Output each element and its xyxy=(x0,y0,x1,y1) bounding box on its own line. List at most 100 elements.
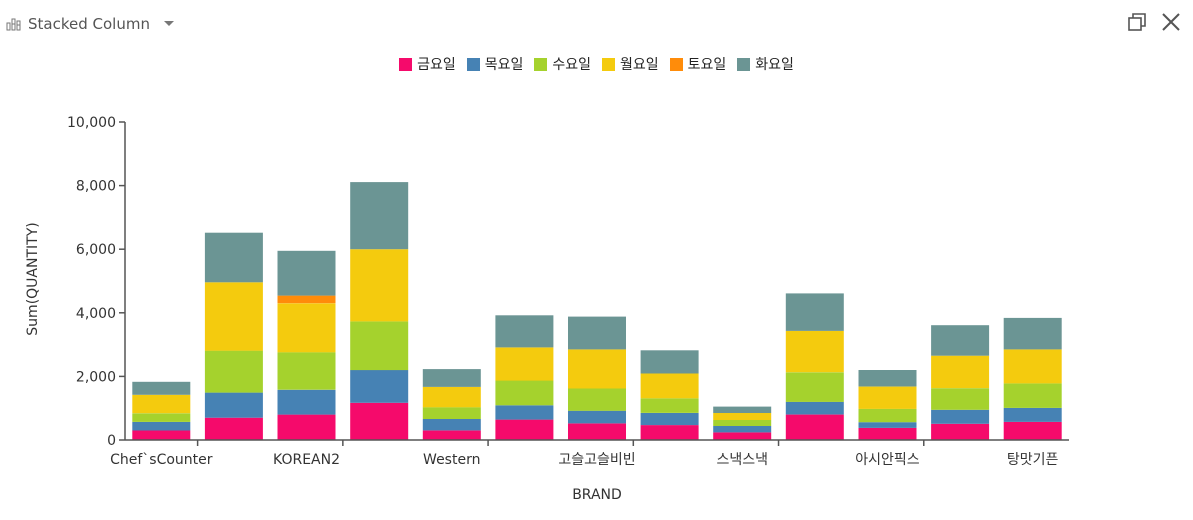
bar-segment[interactable] xyxy=(713,420,772,426)
bar-segment[interactable] xyxy=(568,316,626,350)
bar-segment[interactable] xyxy=(277,389,336,415)
bar-segment[interactable] xyxy=(568,349,626,389)
x-tick-label: 스낵스낵 xyxy=(716,452,768,468)
caret-down-icon xyxy=(163,21,174,27)
x-tick-label: KOREAN2 xyxy=(273,452,340,468)
bar-segment[interactable] xyxy=(495,380,554,406)
y-axis-title: Sum(QUANTITY) xyxy=(25,222,41,335)
bar-segment[interactable] xyxy=(931,409,990,424)
legend-item[interactable]: 목요일 xyxy=(466,54,524,74)
y-tick-label: 0 xyxy=(107,433,116,449)
bar-segment[interactable] xyxy=(422,419,481,431)
bar-segment[interactable] xyxy=(640,425,699,440)
bar-segment[interactable] xyxy=(1003,349,1062,384)
x-tick-label: 탕맛기픈 xyxy=(1007,452,1059,468)
bar-segment[interactable] xyxy=(204,417,263,440)
bar-segment[interactable] xyxy=(422,386,481,408)
bar-segment[interactable] xyxy=(785,372,844,402)
bar-segment[interactable] xyxy=(132,421,191,431)
bar-segment[interactable] xyxy=(931,423,990,440)
bar-segment[interactable] xyxy=(132,413,191,422)
legend-swatch xyxy=(602,57,615,71)
bar-segment[interactable] xyxy=(495,405,554,420)
maximize-button[interactable] xyxy=(1125,10,1149,34)
bar-segment[interactable] xyxy=(931,325,990,356)
chart-legend: 금요일 목요일 수요일 월요일 토요일 화요일 xyxy=(0,54,1193,74)
bar-segment[interactable] xyxy=(350,370,409,403)
legend-label: 월요일 xyxy=(620,57,659,73)
bar-segment[interactable] xyxy=(132,381,191,395)
bar-segment[interactable] xyxy=(640,373,699,399)
bar-segment[interactable] xyxy=(640,350,699,374)
bar-segment[interactable] xyxy=(350,402,409,440)
x-axis-title: BRAND xyxy=(572,487,622,503)
bar-segment[interactable] xyxy=(858,422,917,428)
bar-segment[interactable] xyxy=(785,293,844,331)
bar-segment[interactable] xyxy=(785,330,844,373)
legend-swatch xyxy=(669,57,683,71)
window-controls xyxy=(1125,10,1183,34)
bar-segment[interactable] xyxy=(204,282,263,351)
bar-segment[interactable] xyxy=(713,426,772,433)
bar-segment[interactable] xyxy=(422,407,481,419)
bar-segment[interactable] xyxy=(422,430,481,441)
legend-label: 금요일 xyxy=(417,57,456,73)
bar-segment[interactable] xyxy=(568,423,626,441)
bar-segment[interactable] xyxy=(1003,383,1062,408)
legend-swatch xyxy=(399,57,413,71)
bar-segment[interactable] xyxy=(495,347,554,381)
bar-segment[interactable] xyxy=(277,250,336,296)
bar-segment[interactable] xyxy=(277,352,336,390)
x-tick-label: 고슬고슬비빈 xyxy=(558,452,635,468)
chart-toolbar: Stacked Column xyxy=(0,0,1193,46)
legend-label: 토요일 xyxy=(687,57,727,73)
legend-item[interactable]: 화요일 xyxy=(737,54,794,74)
legend-item[interactable]: 금요일 xyxy=(399,54,456,74)
bar-segment[interactable] xyxy=(495,419,554,440)
bar-segment[interactable] xyxy=(132,394,191,414)
chart-type-dropdown[interactable]: Stacked Column xyxy=(6,11,174,37)
bar-segment[interactable] xyxy=(640,398,699,413)
legend-swatch xyxy=(466,57,480,71)
bar-segment[interactable] xyxy=(277,295,336,304)
bar-segment[interactable] xyxy=(568,410,626,424)
bar-segment[interactable] xyxy=(422,369,481,387)
bar-segment[interactable] xyxy=(858,370,917,387)
bar-segment[interactable] xyxy=(1003,421,1062,440)
bar-segment[interactable] xyxy=(713,406,772,413)
bar-segment[interactable] xyxy=(713,432,772,440)
bar-chart-icon xyxy=(6,17,22,31)
bar-segment[interactable] xyxy=(277,303,336,353)
bar-segment[interactable] xyxy=(277,414,336,440)
bar-segment[interactable] xyxy=(785,401,844,415)
bar-segment[interactable] xyxy=(713,413,772,420)
bar-segment[interactable] xyxy=(350,321,409,371)
y-tick-label: 4,000 xyxy=(76,306,116,322)
legend-item[interactable]: 수요일 xyxy=(534,54,591,74)
bar-segment[interactable] xyxy=(858,386,917,409)
bar-segment[interactable] xyxy=(204,392,263,418)
bar-segment[interactable] xyxy=(495,315,554,348)
y-tick-label: 6,000 xyxy=(76,242,116,258)
bar-segment[interactable] xyxy=(204,350,263,393)
legend-item[interactable]: 토요일 xyxy=(669,54,727,74)
bar-segment[interactable] xyxy=(568,388,626,411)
bar-segment[interactable] xyxy=(931,388,990,410)
bar-segment[interactable] xyxy=(132,430,191,441)
bar-segment[interactable] xyxy=(858,408,917,423)
bar-segment[interactable] xyxy=(858,427,917,440)
y-tick-label: 2,000 xyxy=(76,369,116,385)
bar-segment[interactable] xyxy=(931,355,990,389)
bar-segment[interactable] xyxy=(350,182,409,250)
bar-segment[interactable] xyxy=(1003,317,1062,350)
y-tick-label: 10,000 xyxy=(67,115,116,131)
bar-segment[interactable] xyxy=(785,414,844,440)
legend-swatch xyxy=(534,57,548,71)
bar-segment[interactable] xyxy=(204,232,263,283)
legend-label: 목요일 xyxy=(484,57,524,73)
legend-item[interactable]: 월요일 xyxy=(602,54,659,74)
bar-segment[interactable] xyxy=(350,249,409,322)
bar-segment[interactable] xyxy=(640,413,699,426)
bar-segment[interactable] xyxy=(1003,407,1062,422)
close-button[interactable] xyxy=(1159,10,1183,34)
